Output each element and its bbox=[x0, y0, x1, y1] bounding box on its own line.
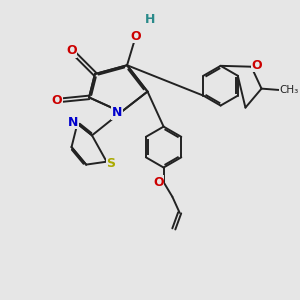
Text: O: O bbox=[66, 44, 77, 57]
Text: O: O bbox=[130, 29, 141, 43]
Text: N: N bbox=[68, 116, 78, 129]
Text: O: O bbox=[251, 59, 262, 72]
Text: S: S bbox=[106, 157, 116, 170]
Text: O: O bbox=[52, 94, 62, 107]
Text: O: O bbox=[153, 176, 164, 189]
Text: H: H bbox=[145, 14, 156, 26]
Text: CH₃: CH₃ bbox=[279, 85, 298, 95]
Text: N: N bbox=[112, 106, 122, 119]
